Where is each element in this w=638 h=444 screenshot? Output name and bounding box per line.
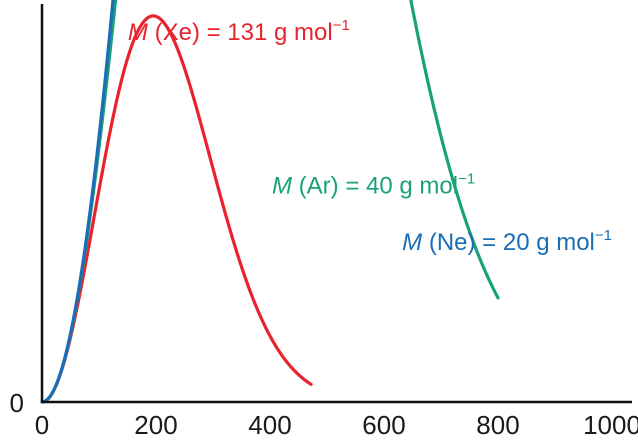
y-tick-label: 0: [10, 388, 24, 418]
plot-area: 0 200 400 600 800 1000 0 M (Xe) = 131 g mol−1…: [10, 0, 638, 440]
series-line-1: [40, 0, 500, 404]
x-tick-label: 400: [248, 410, 291, 440]
x-tick-label: 200: [134, 410, 177, 440]
x-tick-label: 0: [35, 410, 49, 440]
x-tick-label: 800: [476, 410, 519, 440]
x-tick-label: 1000: [583, 410, 638, 440]
series-label-1: M (Ar) = 40 g mol−1: [272, 171, 475, 200]
series-labels: M (Xe) = 131 g mol−1 M (Ar) = 40 g mol−1 M…: [128, 17, 612, 256]
series-label-2: M (Ne) = 20 g mol−1: [402, 227, 612, 256]
y-axis-ticks: 0: [10, 388, 24, 418]
series-line-0: [40, 14, 313, 404]
series-curves: [40, 0, 500, 404]
x-axis-ticks: 0 200 400 600 800 1000: [35, 410, 638, 440]
x-tick-label: 600: [362, 410, 405, 440]
series-label-0: M (Xe) = 131 g mol−1: [128, 17, 350, 46]
